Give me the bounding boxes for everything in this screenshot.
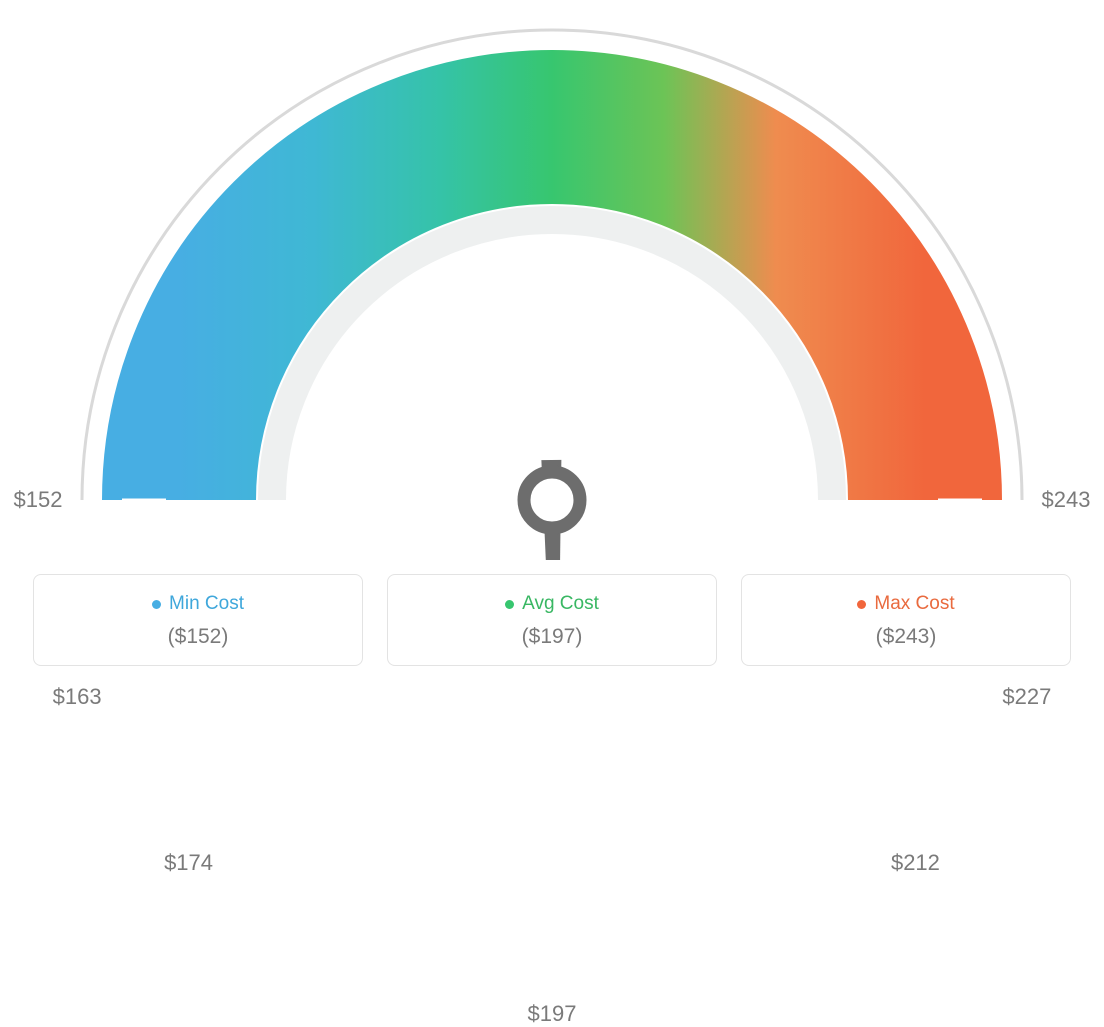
gauge-pivot — [524, 472, 580, 528]
legend-title-text: Min Cost — [169, 593, 244, 615]
gauge-tick-label: $243 — [1042, 487, 1091, 513]
gauge-tick-label: $163 — [53, 684, 102, 710]
gauge-tick-label: $212 — [891, 850, 940, 876]
legend-dot-icon — [505, 600, 514, 609]
gauge-tick-label: $227 — [1002, 684, 1051, 710]
legend-value: ($243) — [742, 625, 1070, 649]
legend-title: Min Cost — [152, 593, 244, 615]
legend-card: Min Cost ($152) — [33, 574, 363, 666]
legend-row: Min Cost ($152) Avg Cost ($197) Max Cost ($24… — [0, 574, 1104, 666]
legend-title: Avg Cost — [505, 593, 599, 615]
legend-dot-icon — [152, 600, 161, 609]
gauge-tick-label: $152 — [14, 487, 63, 513]
legend-dot-icon — [857, 600, 866, 609]
legend-card: Avg Cost ($197) — [387, 574, 717, 666]
legend-title: Max Cost — [857, 593, 954, 615]
gauge-tick-label: $197 — [528, 1001, 577, 1027]
gauge-tick-label: $174 — [164, 850, 213, 876]
gauge-svg — [0, 0, 1104, 560]
legend-card: Max Cost ($243) — [741, 574, 1071, 666]
legend-value: ($197) — [388, 625, 716, 649]
cost-gauge: $152$163$174$197$212$227$243 — [0, 0, 1104, 560]
legend-title-text: Max Cost — [874, 593, 954, 615]
legend-value: ($152) — [34, 625, 362, 649]
legend-title-text: Avg Cost — [522, 593, 599, 615]
